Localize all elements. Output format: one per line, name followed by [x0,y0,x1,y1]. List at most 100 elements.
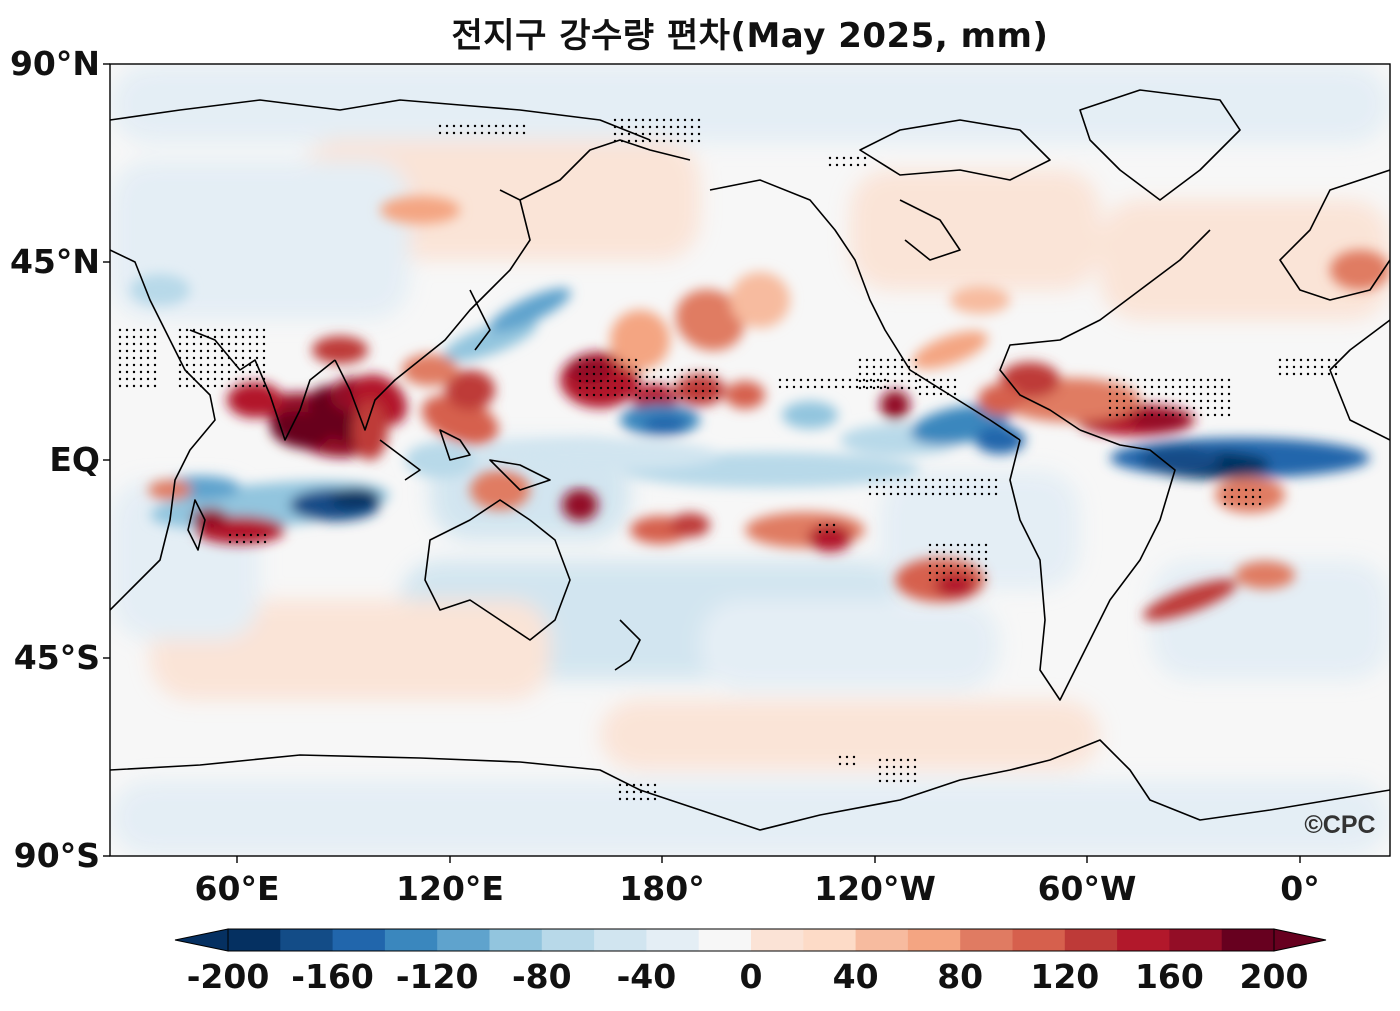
colorbar-tick-label: -200 [186,957,270,996]
significance-dot [639,783,643,787]
significance-dot [1164,399,1168,403]
significance-dot [1157,378,1161,382]
significance-dot [1244,502,1248,506]
significance-dot [914,358,918,362]
significance-dot [942,564,946,568]
significance-dot [715,382,719,386]
significance-dot [213,349,217,353]
significance-dot [959,478,963,482]
colorbar-tick-label: 200 [1239,957,1309,996]
significance-dot [886,365,890,369]
anomaly-region [600,700,1100,770]
significance-dot [924,478,928,482]
colorbar-segment [1012,929,1066,951]
significance-dot [1213,392,1217,396]
significance-dot [459,124,463,128]
significance-dot [578,365,582,369]
significance-dot [662,132,666,136]
coastline [439,429,471,461]
significance-dot [592,393,596,397]
significance-dot [241,356,245,360]
significance-dot [878,779,882,783]
coastline [899,199,961,261]
significance-dot [852,755,856,759]
significance-dot [1251,502,1255,506]
significance-dot [125,370,129,374]
significance-dot [838,762,842,766]
significance-dot [613,386,617,390]
significance-dot [1258,488,1262,492]
colorbar-segment [332,929,386,951]
significance-dot [620,386,624,390]
significance-dot [966,478,970,482]
significance-dot [952,478,956,482]
significance-dot [939,378,943,382]
significance-dot [987,492,991,496]
significance-dot [886,358,890,362]
significance-dot [1220,378,1224,382]
significance-dot [132,384,136,388]
significance-dot [680,382,684,386]
significance-dot [146,328,150,332]
significance-dot [634,372,638,376]
significance-dot [1185,399,1189,403]
colorbar-segment [1117,929,1170,951]
anomaly-blob [562,489,598,521]
significance-dot [627,372,631,376]
significance-dot [1171,378,1175,382]
significance-dot [687,368,691,372]
significance-dot [708,382,712,386]
significance-dot [1171,392,1175,396]
significance-dot [876,378,880,382]
significance-dot [178,384,182,388]
significance-dot [715,368,719,372]
significance-dot [973,485,977,489]
significance-dot [918,378,922,382]
coastline [519,139,691,201]
significance-dot [903,492,907,496]
significance-dot [935,571,939,575]
significance-dot [1292,358,1296,362]
anomaly-blob [808,524,852,552]
significance-dot [865,379,869,383]
significance-dot [1178,399,1182,403]
significance-dot [255,356,259,360]
significance-dot [234,384,238,388]
anomaly-blob [880,390,910,420]
chart-title: 전지구 강수량 편차(May 2025, mm) [451,16,1049,56]
significance-dot [928,578,932,582]
significance-dot [118,384,122,388]
significance-dot [886,386,890,390]
significance-dot [1143,378,1147,382]
significance-dot [1178,392,1182,396]
significance-dot [792,378,796,382]
anomaly-blob [445,370,495,410]
anomaly-blob [1330,250,1390,290]
significance-dot [578,372,582,376]
significance-dot [938,492,942,496]
coastline [110,249,216,611]
colorbar-segment [1064,929,1118,951]
significance-dot [1122,406,1126,410]
significance-dot [118,349,122,353]
significance-dot [1230,488,1234,492]
y-axis-label: 45°S [13,638,100,677]
colorbar-segment [280,929,334,951]
significance-dot [118,356,122,360]
significance-dot [694,368,698,372]
significance-dot [907,379,911,383]
significance-dot [242,540,246,544]
significance-dot [1227,392,1231,396]
significance-dot [199,377,203,381]
significance-dot [627,393,631,397]
significance-dot [980,485,984,489]
significance-dot [185,363,189,367]
significance-dot [827,378,831,382]
significance-dot [932,392,936,396]
significance-dot [1108,392,1112,396]
anomaly-blob [643,415,687,435]
significance-dot [653,783,657,787]
significance-dot [970,578,974,582]
significance-dot [213,335,217,339]
significance-dot [687,389,691,393]
